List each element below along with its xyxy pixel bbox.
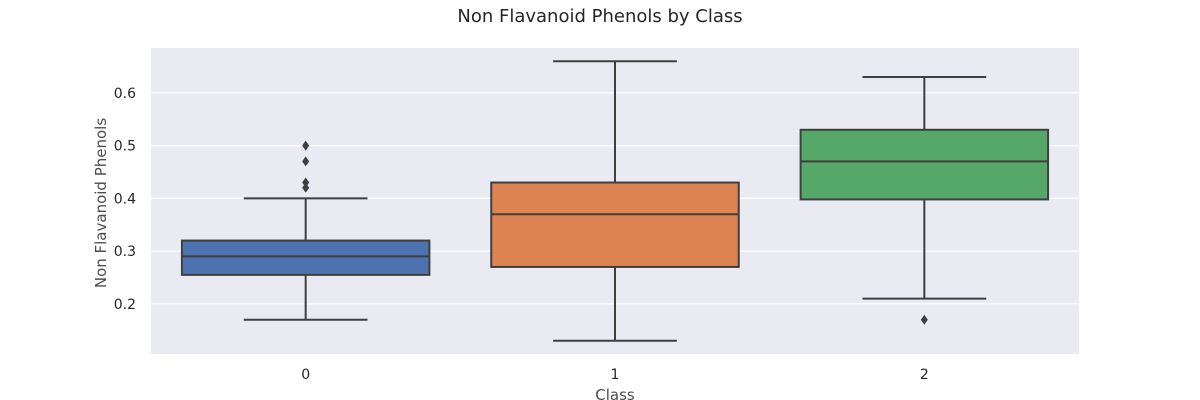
- y-axis-label: Non Flavanoid Phenols: [92, 118, 110, 289]
- y-tick-label: 0.3: [114, 244, 136, 260]
- outlier-point: [302, 156, 310, 167]
- y-tick-label: 0.2: [114, 297, 136, 313]
- outlier-point: [920, 314, 928, 325]
- y-tick-label: 0.6: [114, 86, 136, 102]
- x-tick-label: 0: [301, 367, 310, 383]
- x-axis-label: Class: [595, 386, 635, 400]
- y-tick-label: 0.4: [114, 191, 136, 207]
- chart-title: Non Flavanoid Phenols by Class: [457, 6, 742, 27]
- y-tick-label: 0.5: [114, 139, 136, 155]
- box-1: [490, 181, 740, 268]
- boxes-layer: [180, 60, 1050, 342]
- x-tick-labels: 0 1 2: [301, 367, 929, 383]
- outlier-point: [302, 140, 310, 151]
- x-tick-label: 2: [920, 367, 929, 383]
- box-2: [799, 128, 1050, 201]
- outlier-point: [302, 177, 310, 188]
- x-tick-label: 1: [611, 367, 620, 383]
- outlier-point: [302, 182, 310, 193]
- box-0: [180, 239, 431, 276]
- y-tick-labels: 0.2 0.3 0.4 0.5 0.6: [114, 86, 136, 313]
